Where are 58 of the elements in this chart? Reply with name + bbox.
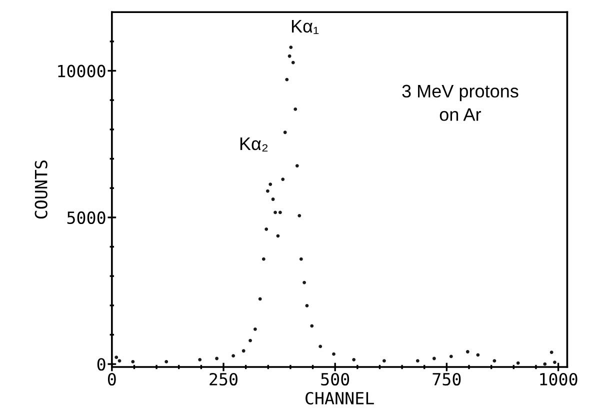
point [232, 354, 236, 358]
point [416, 359, 420, 363]
point [198, 358, 202, 362]
point [332, 352, 336, 356]
x-tick-label: 500 [321, 372, 350, 386]
point [268, 182, 272, 186]
point [310, 324, 314, 328]
point [215, 356, 219, 360]
point [266, 189, 270, 193]
point [543, 362, 547, 366]
point [114, 356, 118, 360]
point [516, 361, 520, 365]
point [164, 360, 168, 364]
point [264, 227, 268, 231]
point [248, 338, 252, 342]
y-tick-label: 5000 [67, 211, 106, 224]
point [131, 360, 135, 364]
x-tick-label: 750 [432, 372, 461, 386]
point [299, 257, 303, 261]
annotation: Kα₁ [292, 20, 319, 34]
point [281, 178, 285, 181]
point [553, 360, 556, 364]
point [466, 350, 470, 354]
y-tick-label: 10000 [58, 64, 106, 78]
y-axis-title: COUNTS [34, 160, 48, 219]
point [278, 210, 282, 214]
x-tick-label: 1000 [540, 372, 578, 386]
point [432, 356, 436, 360]
point [283, 130, 287, 134]
point [295, 164, 299, 168]
point [118, 359, 122, 363]
point [382, 359, 386, 363]
point [291, 60, 295, 64]
point [242, 349, 246, 353]
annotation: 3 MeV protons on Ar [402, 84, 518, 121]
point [318, 344, 322, 348]
point [262, 257, 266, 261]
point [288, 54, 292, 58]
point [352, 358, 356, 362]
point [253, 327, 257, 331]
point [492, 359, 496, 363]
point [258, 297, 262, 301]
point [285, 78, 289, 82]
point [294, 108, 298, 111]
point [550, 350, 554, 354]
point [276, 234, 280, 238]
point [274, 210, 277, 214]
point [305, 304, 309, 308]
x-tick-label: 0 [108, 372, 116, 386]
point [271, 198, 275, 201]
y-tick-label: 0 [97, 358, 106, 371]
annotation: Kα₂ [240, 138, 268, 152]
point [449, 354, 453, 358]
point [302, 280, 306, 284]
x-tick-label: 250 [210, 372, 238, 386]
point [289, 46, 293, 50]
point [298, 214, 302, 218]
x-axis-title: CHANNEL [306, 392, 374, 405]
